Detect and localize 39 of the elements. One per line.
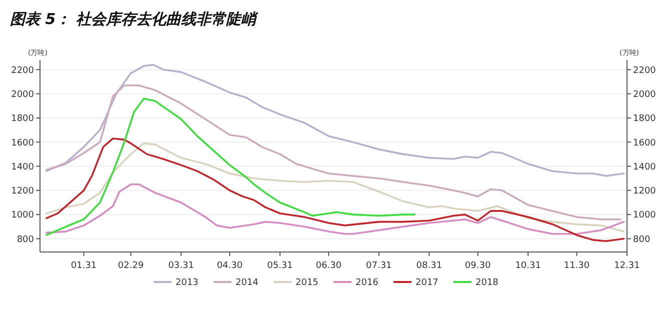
y-tick-label: 1800 (11, 114, 34, 124)
x-tick-label: 08.31 (416, 261, 442, 271)
legend-label: 2018 (476, 278, 499, 288)
x-tick-label: 04.30 (216, 261, 243, 271)
x-tick-label: 05.31 (267, 261, 293, 271)
y-tick-label: 800 (16, 234, 34, 245)
y2-tick-label: 1800 (633, 114, 656, 124)
x-tick-label: 03.31 (168, 261, 194, 271)
y2-tick-label: 1200 (633, 186, 656, 197)
y-tick-label: 1400 (11, 162, 34, 172)
line-series (46, 84, 622, 220)
x-tick-label: 12.31 (614, 261, 640, 271)
legend-label: 2015 (296, 278, 318, 288)
legend-label: 2014 (236, 278, 259, 288)
x-tick-label: 07.31 (366, 261, 392, 271)
y2-tick-label: 2000 (633, 90, 656, 100)
x-tick-label: 06.30 (316, 261, 342, 271)
line-series (46, 98, 416, 236)
y-tick-label: 2000 (11, 90, 34, 100)
x-tick-label: 09.30 (464, 261, 491, 271)
legend-label: 2017 (416, 278, 438, 288)
y-tick-label: 1600 (11, 138, 34, 148)
x-tick-label: 01.31 (70, 261, 97, 271)
legend-label: 2016 (356, 278, 379, 288)
y-tick-label: 1000 (11, 210, 34, 221)
y2-tick-label: 2200 (633, 66, 656, 76)
legend-label: 2013 (176, 278, 198, 288)
line-series (46, 64, 625, 177)
y2-tick-label: 1400 (633, 162, 656, 172)
y2-tick-label: 800 (633, 234, 650, 245)
chart-title: 图表 5： 社会库存去化曲线非常陡峭 (10, 10, 259, 28)
y2-tick-label: 1000 (633, 210, 656, 221)
x-tick-label: 11.30 (564, 261, 590, 271)
x-tick-label: 02.29 (118, 261, 144, 271)
y-tick-label: 1200 (11, 186, 34, 197)
line-series (46, 183, 625, 235)
x-tick-label: 10.31 (515, 261, 541, 271)
y2-tick-label: 1600 (633, 138, 656, 148)
y-tick-label: 2200 (11, 66, 34, 76)
